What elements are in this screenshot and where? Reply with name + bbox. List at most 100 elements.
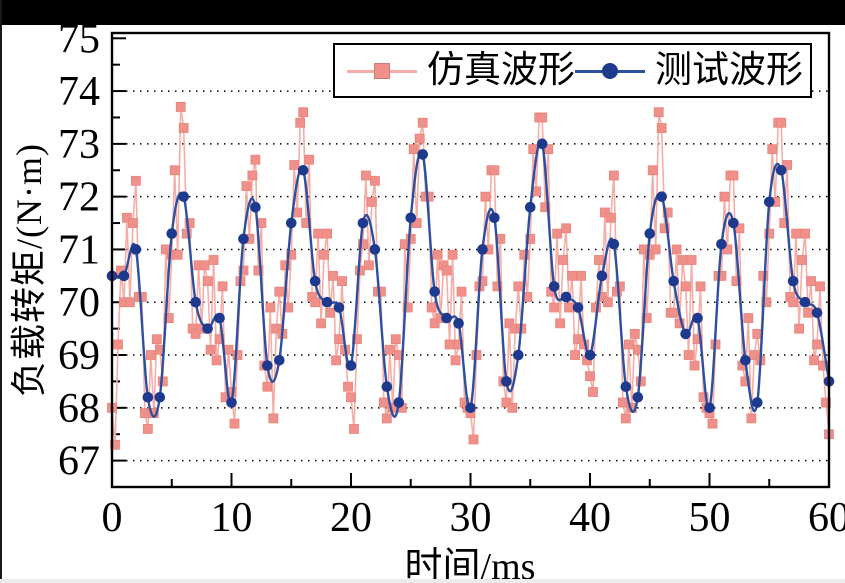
- sim-marker: [659, 223, 670, 234]
- sim-marker: [145, 350, 156, 360]
- sim-marker: [764, 228, 775, 239]
- x-tick-label: 50: [689, 495, 731, 541]
- sim-marker: [644, 249, 655, 260]
- sim-marker: [247, 170, 258, 181]
- series-test-waveform: [106, 138, 835, 418]
- test-marker: [166, 228, 178, 239]
- sim-marker: [812, 339, 822, 350]
- sim-marker: [295, 117, 306, 128]
- sim-marker: [304, 154, 315, 165]
- sim-marker: [698, 392, 709, 403]
- y-tick-label: 75: [58, 16, 100, 62]
- test-marker: [548, 281, 560, 292]
- test-marker: [190, 296, 201, 308]
- sim-marker: [232, 350, 243, 360]
- sim-marker: [142, 424, 153, 434]
- sim-marker: [364, 260, 374, 271]
- y-tick-label: 74: [58, 69, 100, 115]
- sim-marker: [686, 255, 697, 265]
- sim-marker: [779, 218, 790, 228]
- sim-marker: [707, 418, 718, 429]
- sim-marker: [752, 329, 763, 339]
- test-marker: [238, 233, 249, 245]
- sim-marker: [623, 339, 634, 350]
- sim-marker: [719, 191, 730, 202]
- sim-marker: [549, 302, 560, 313]
- sim-marker: [262, 381, 273, 392]
- test-marker: [608, 238, 620, 250]
- sim-marker: [274, 286, 285, 297]
- sim-marker: [674, 318, 685, 329]
- sim-marker: [782, 160, 793, 170]
- sim-marker: [405, 233, 416, 244]
- test-marker: [501, 376, 512, 387]
- test-marker: [417, 149, 429, 160]
- sim-marker: [181, 228, 192, 239]
- test-marker: [297, 164, 309, 176]
- sim-marker: [689, 360, 700, 371]
- test-marker: [787, 275, 799, 287]
- sim-marker: [343, 381, 353, 392]
- sim-marker: [468, 434, 479, 445]
- test-marker: [142, 391, 154, 403]
- y-tick-label: 71: [58, 227, 100, 273]
- sim-marker: [381, 413, 392, 424]
- sim-marker: [453, 339, 464, 350]
- sim-marker: [223, 344, 234, 355]
- sim-marker: [310, 297, 321, 308]
- sim-marker: [809, 355, 819, 366]
- sim-marker: [175, 102, 186, 112]
- sim-marker: [588, 387, 598, 397]
- sim-marker: [492, 281, 503, 292]
- sim-marker: [480, 191, 491, 202]
- test-marker: [716, 238, 727, 250]
- bottom-edge-line: [0, 579, 845, 583]
- test-marker: [656, 191, 667, 202]
- sim-marker: [614, 281, 625, 292]
- plot-frame: [110, 31, 831, 489]
- sim-marker: [280, 260, 291, 271]
- test-marker: [704, 402, 715, 414]
- sim-marker: [122, 212, 132, 223]
- sim-marker: [441, 265, 452, 276]
- sim-marker: [447, 249, 458, 260]
- sim-marker: [761, 297, 772, 308]
- sim-marker: [328, 270, 338, 281]
- sim-marker: [113, 339, 123, 350]
- test-marker: [799, 296, 811, 308]
- sim-marker: [806, 276, 816, 287]
- sim-marker: [788, 297, 799, 308]
- sim-marker: [815, 281, 825, 292]
- test-marker: [429, 286, 440, 297]
- sim-marker: [358, 239, 368, 250]
- test-marker: [692, 312, 703, 324]
- sim-marker: [178, 123, 189, 133]
- sim-marker: [653, 107, 664, 118]
- sim-marker: [671, 244, 682, 255]
- test-marker: [752, 397, 763, 408]
- sim-marker: [163, 313, 174, 323]
- sim-marker: [214, 334, 225, 345]
- sim-marker: [767, 144, 778, 155]
- sim-marker: [136, 292, 147, 302]
- sim-marker: [629, 329, 640, 339]
- sim-marker: [110, 439, 120, 450]
- sim-marker: [250, 154, 261, 165]
- tick-labels: 67 68 69 70 71 72 73 74 75 0 10 20 30 40 50 60: [58, 16, 845, 541]
- sim-marker: [190, 329, 201, 339]
- test-marker: [441, 312, 452, 324]
- sim-marker: [797, 255, 808, 265]
- test-marker: [274, 355, 285, 366]
- sim-marker: [199, 260, 210, 271]
- test-marker: [369, 244, 381, 255]
- y-tick-label: 72: [58, 175, 100, 221]
- test-marker: [214, 312, 225, 324]
- test-marker: [477, 244, 488, 255]
- sim-marker: [429, 318, 440, 329]
- sim-marker: [220, 392, 231, 403]
- sim-marker: [414, 133, 425, 144]
- sim-marker: [576, 270, 586, 281]
- test-marker: [572, 302, 584, 313]
- sim-marker: [537, 112, 548, 123]
- sim-marker: [331, 355, 341, 366]
